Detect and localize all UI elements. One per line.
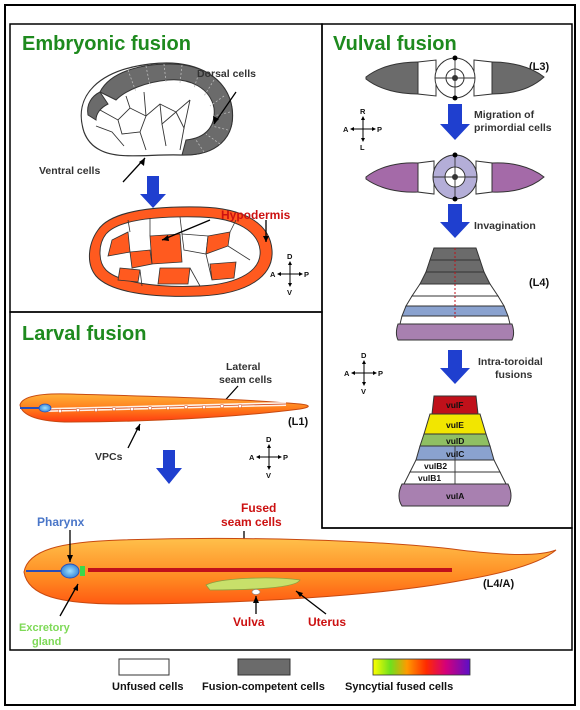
- axis-emb-d: D: [287, 252, 293, 261]
- hypodermis-pointer-1: [161, 219, 211, 241]
- axis-vulval-dv: D V A P: [344, 351, 383, 396]
- vulval-stage-l4: (L4): [529, 277, 550, 289]
- invagination-label: Invagination: [474, 220, 536, 232]
- axis-vul-a2: A: [344, 369, 350, 378]
- fused-label-2: seam cells: [221, 515, 282, 529]
- legend-syncytial-swatch: [372, 658, 471, 676]
- legend-unfused-label: Unfused cells: [112, 681, 184, 693]
- worm-adult: [23, 537, 557, 605]
- larval-flow-arrow: [156, 450, 182, 484]
- embryo-hypodermis: [89, 206, 273, 297]
- ring-vulF: vulF: [446, 400, 463, 410]
- outer-frame: [4, 4, 576, 706]
- axis-vul-l: L: [360, 143, 365, 152]
- embryonic-title: Embryonic fusion: [22, 33, 191, 55]
- ring-vulB2: vulB2: [424, 461, 447, 471]
- pharynx-label: Pharynx: [37, 515, 85, 529]
- vulva-migrated-cells: [365, 152, 545, 202]
- vulva-final-rings: [398, 395, 512, 507]
- larval-panel-frame: [9, 311, 573, 651]
- axis-larval: D V A P: [249, 435, 288, 480]
- axis-vul-v: V: [361, 387, 366, 396]
- axis-emb-p: P: [304, 270, 309, 279]
- intra-label-1: Intra-toroidal: [478, 356, 543, 368]
- excretory-label-2: gland: [32, 636, 61, 648]
- lateral-label-1: Lateral: [226, 361, 261, 373]
- axis-lar-p: P: [283, 453, 288, 462]
- hypodermis-pointer-2-head: [263, 236, 269, 242]
- axis-embryonic: D V A P: [270, 252, 309, 297]
- vulva-l4-stack: [396, 247, 514, 341]
- ventral-pointer-head: [139, 158, 145, 166]
- legend-unfused-swatch: [118, 658, 170, 676]
- axis-vul-r: R: [360, 107, 366, 116]
- ring-vulB1: vulB1: [418, 473, 441, 483]
- excretory-label-1: Excretory: [19, 622, 71, 634]
- migration-label-2: primordial cells: [474, 122, 552, 134]
- axis-vul-p2: P: [378, 369, 383, 378]
- worm-l1: [19, 393, 309, 423]
- migration-label-1: Migration of: [474, 109, 535, 121]
- vulva-label: Vulva: [233, 615, 265, 629]
- embryo-bean: [80, 62, 234, 157]
- lateral-label-2: seam cells: [219, 374, 272, 386]
- axis-lar-a: A: [249, 453, 255, 462]
- legend-competent-swatch: [237, 658, 291, 676]
- axis-vul-a: A: [343, 125, 349, 134]
- dorsal-pointer-head: [213, 116, 219, 124]
- hypodermis-pointer-1-head: [162, 235, 169, 241]
- vpcs-label: VPCs: [95, 451, 123, 463]
- vulval-title: Vulval fusion: [333, 33, 457, 55]
- ring-vulA: vulA: [446, 491, 464, 501]
- axis-emb-a: A: [270, 270, 276, 279]
- vulva-l3-cells: [365, 55, 545, 101]
- pharynx-pointer-head: [67, 555, 73, 562]
- vulval-arrow-3: [440, 350, 470, 384]
- ventral-cells-label: Ventral cells: [39, 165, 100, 177]
- ring-vulA-shape: [398, 483, 512, 507]
- vulval-arrow-1: [440, 104, 470, 140]
- axis-vulval-rl: R L A P: [343, 107, 382, 152]
- larval-stage-l4a: (L4/A): [483, 578, 515, 590]
- ring-vulD: vulD: [446, 436, 464, 446]
- axis-lar-v: V: [266, 471, 271, 480]
- hypodermis-label: Hypodermis: [221, 208, 291, 222]
- legend-competent-label: Fusion-competent cells: [202, 681, 325, 693]
- larval-stage-l1: (L1): [288, 416, 309, 428]
- vulval-arrow-2: [440, 204, 470, 238]
- axis-vul-d: D: [361, 351, 367, 360]
- larval-title: Larval fusion: [22, 323, 146, 345]
- axis-lar-d: D: [266, 435, 272, 444]
- intra-label-2: fusions: [495, 369, 532, 381]
- axis-vul-p: P: [377, 125, 382, 134]
- uterus-label: Uterus: [308, 615, 346, 629]
- legend-syncytial-label: Syncytial fused cells: [345, 681, 453, 693]
- embryonic-flow-arrow: [140, 176, 166, 208]
- fused-label-1: Fused: [241, 501, 276, 515]
- excretory-pointer-head: [73, 584, 78, 591]
- vulva-pointer-head: [253, 596, 259, 603]
- ring-vulE: vulE: [446, 420, 464, 430]
- vulval-stage-l3: (L3): [529, 61, 550, 73]
- axis-emb-v: V: [287, 288, 292, 297]
- uterus-pointer-head: [296, 591, 303, 597]
- dorsal-cells-label: Dorsal cells: [197, 68, 256, 80]
- vpcs-pointer-head: [135, 424, 140, 431]
- ring-vulC: vulC: [446, 449, 464, 459]
